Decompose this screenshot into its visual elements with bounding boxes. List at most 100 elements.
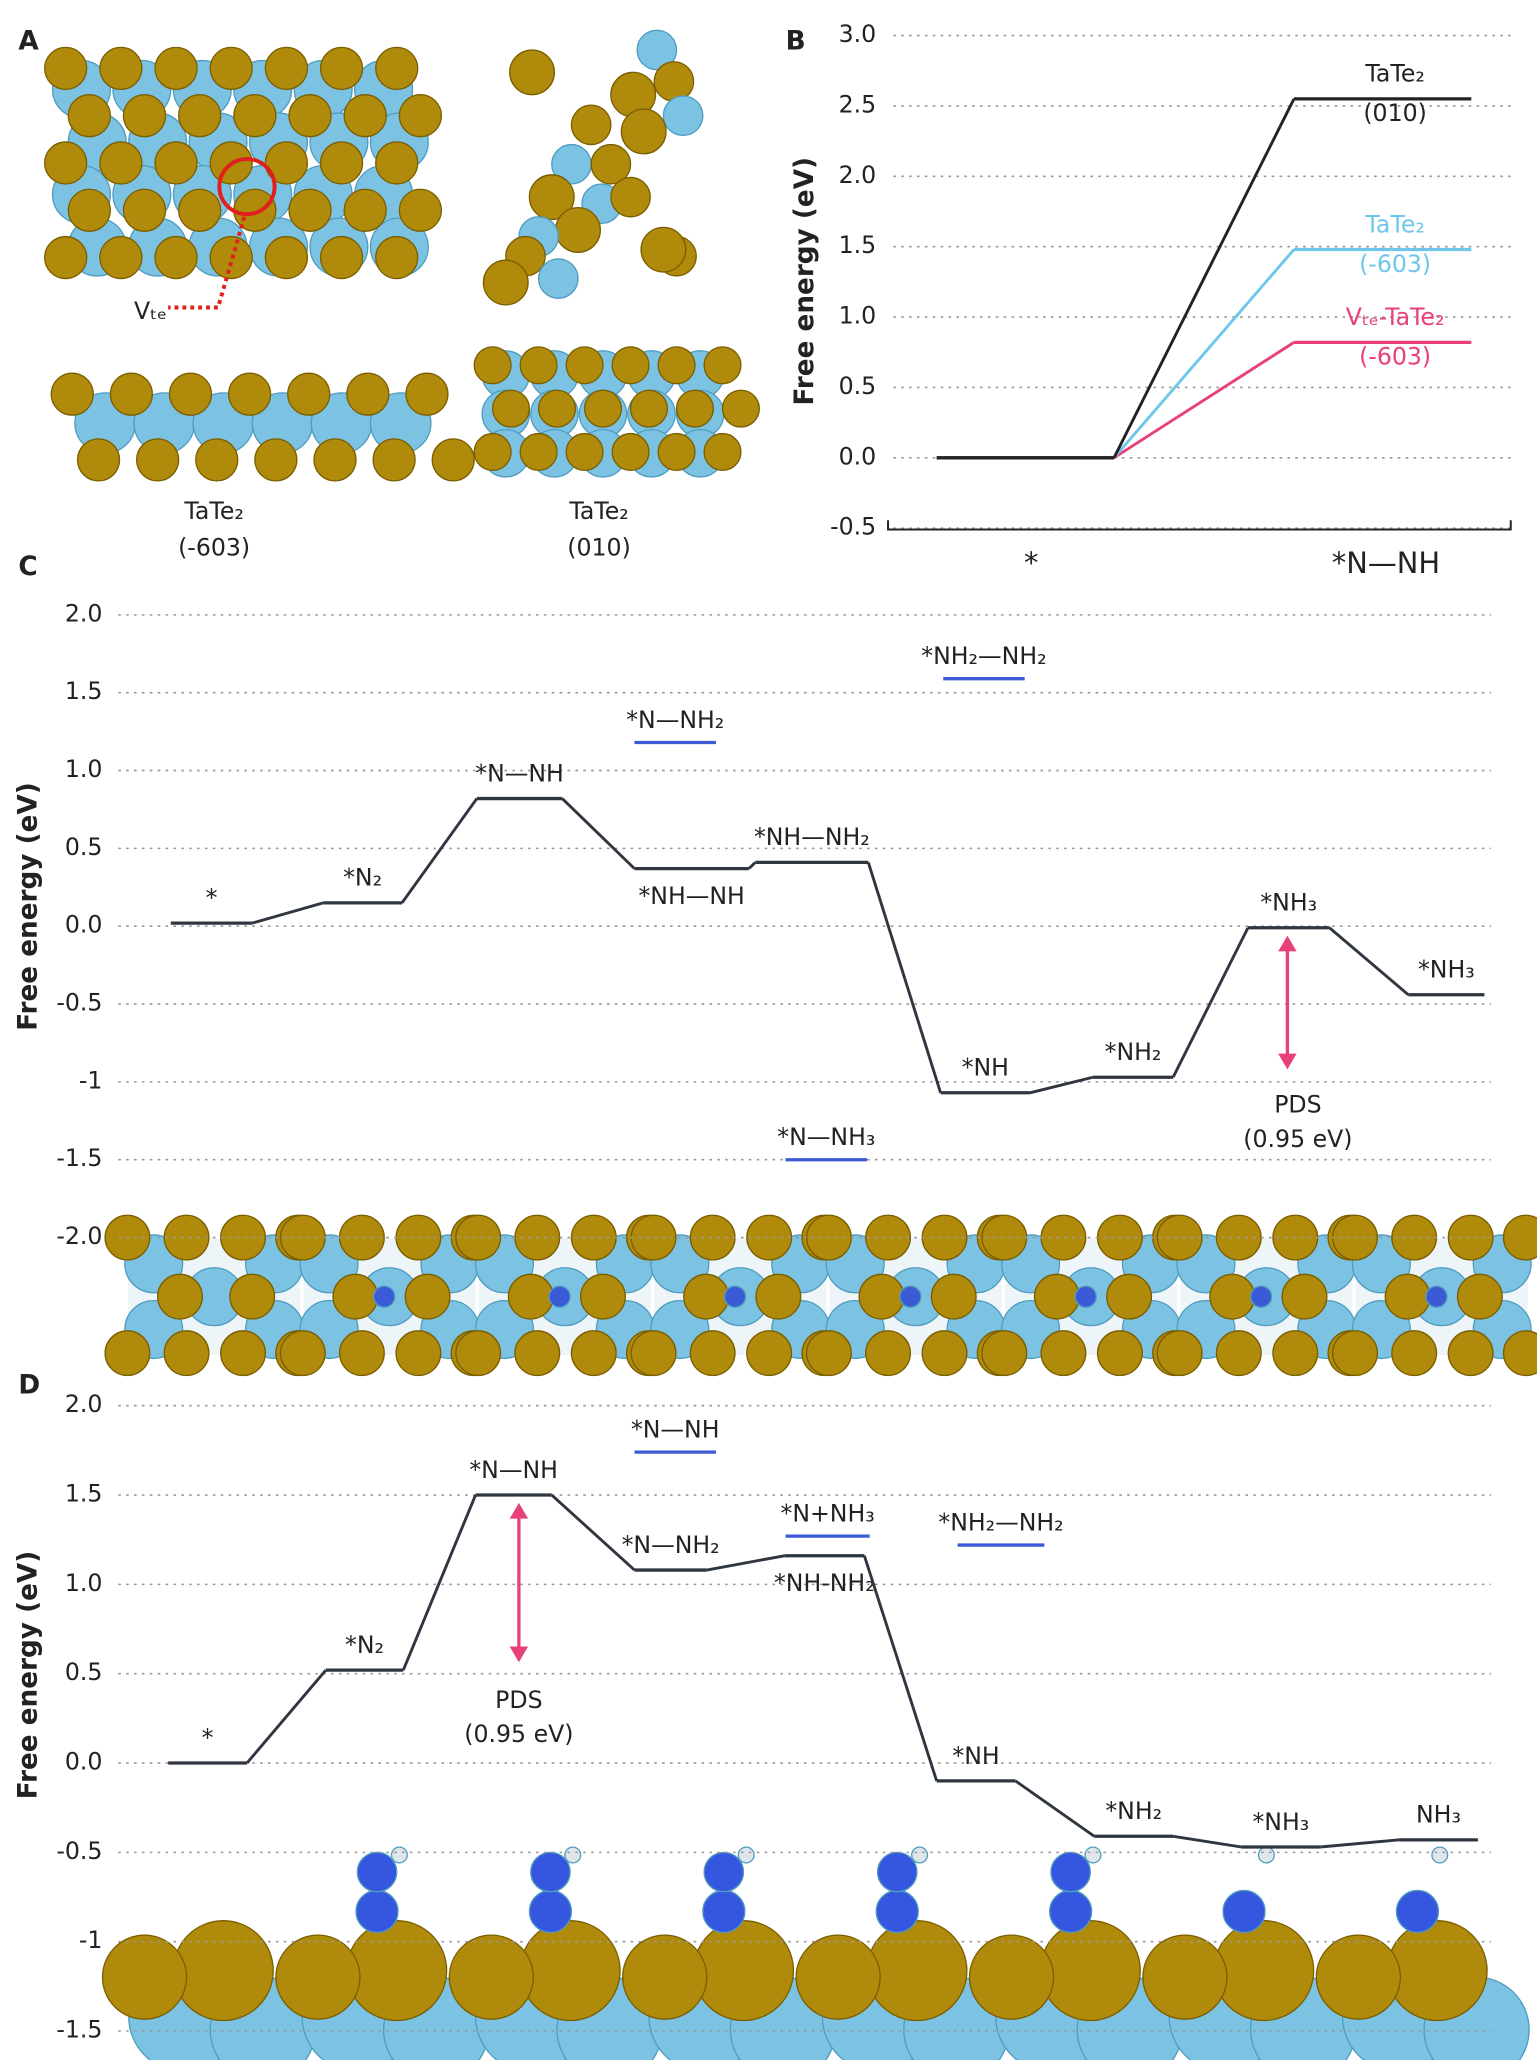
atom xyxy=(288,188,332,232)
atom xyxy=(930,1273,977,1320)
atom xyxy=(135,438,180,482)
atom xyxy=(795,1934,881,2020)
atom xyxy=(1040,1330,1087,1377)
side-label: *NH₂—NH₂ xyxy=(921,642,1046,670)
atom xyxy=(404,1273,451,1320)
y-tick-label: 1.0 xyxy=(839,302,877,330)
atom xyxy=(178,94,222,138)
vacancy-label: Vₜₑ xyxy=(134,297,167,325)
y-tick-label: 0.0 xyxy=(65,1748,103,1776)
atom xyxy=(1332,1330,1379,1377)
atom xyxy=(172,1920,274,2022)
series-label: (-603) xyxy=(1359,250,1431,278)
atom xyxy=(343,188,387,232)
atom xyxy=(1156,1214,1203,1261)
side-label: *N—NH₃ xyxy=(777,1123,875,1151)
atom xyxy=(865,1214,912,1261)
atom xyxy=(156,1273,203,1320)
atom xyxy=(372,438,416,482)
atom xyxy=(579,1273,626,1320)
atom xyxy=(346,372,390,416)
arrow-head xyxy=(1278,1053,1297,1070)
atom xyxy=(737,1846,755,1864)
x-tick-label: * xyxy=(1024,546,1038,580)
structures xyxy=(44,29,1537,2060)
structure-label: (010) xyxy=(567,534,631,562)
series-label: Vₜₑ-TaTe₂ xyxy=(1346,303,1445,331)
atom xyxy=(755,1273,802,1320)
y-axis-title: Free energy (eV) xyxy=(790,157,820,405)
step-label: *N—NH xyxy=(475,759,564,787)
atom xyxy=(1215,1330,1262,1377)
connector xyxy=(550,1493,636,1572)
atom xyxy=(1502,1214,1537,1261)
y-tick-label: -0.5 xyxy=(56,1837,102,1865)
atom xyxy=(163,1214,210,1261)
step-label: NH₃ xyxy=(1416,1801,1461,1829)
atom xyxy=(287,372,331,416)
atom xyxy=(319,235,364,280)
step-label: *NH—NH₂ xyxy=(754,823,870,851)
atom xyxy=(122,94,167,138)
y-tick-label: -0.5 xyxy=(56,989,102,1017)
y-tick-label: 1.5 xyxy=(65,1480,103,1508)
step-label: *N—NH xyxy=(469,1456,558,1484)
atom xyxy=(154,141,198,185)
atom xyxy=(332,1273,379,1320)
y-tick-label: 1.0 xyxy=(65,755,103,783)
arrow-head xyxy=(509,1646,529,1663)
atom xyxy=(1257,1846,1275,1864)
atom xyxy=(154,46,198,91)
y-axis-title: Free energy (eV) xyxy=(13,782,43,1031)
atom xyxy=(565,346,604,385)
atom xyxy=(44,141,88,185)
series-label: TaTe₂ xyxy=(1364,210,1424,238)
atom xyxy=(692,1920,795,2022)
atom xyxy=(921,1214,968,1261)
step-label: *N₂ xyxy=(345,1631,384,1659)
y-tick-label: 1.5 xyxy=(839,231,877,259)
atom xyxy=(233,94,277,138)
atom xyxy=(1456,1273,1503,1320)
atom xyxy=(390,1846,408,1864)
atom xyxy=(109,372,154,416)
atom xyxy=(629,389,669,428)
atom xyxy=(548,1285,571,1308)
atom xyxy=(375,141,419,185)
atom xyxy=(405,372,449,416)
y-tick-label: 0.5 xyxy=(65,1658,103,1686)
y-tick-label: 0.0 xyxy=(65,911,103,939)
atom xyxy=(264,46,309,91)
connector xyxy=(747,861,757,870)
y-tick-label: 1.5 xyxy=(65,677,103,705)
atom xyxy=(279,1330,326,1377)
atom xyxy=(104,1330,151,1377)
atom xyxy=(1096,1330,1143,1377)
y-tick-label: -0.5 xyxy=(830,513,876,541)
atom xyxy=(611,432,650,472)
atom xyxy=(99,235,143,280)
y-tick-label: 2.5 xyxy=(839,90,877,118)
y-tick-label: -1.5 xyxy=(56,1144,102,1172)
panel-label: D xyxy=(18,1371,40,1401)
y-tick-label: 0.0 xyxy=(839,442,877,470)
atom xyxy=(921,1330,968,1377)
connector xyxy=(1320,1838,1400,1849)
atom xyxy=(1050,1851,1092,1893)
atom xyxy=(1425,1285,1448,1308)
atom xyxy=(1033,1273,1080,1320)
atom xyxy=(1074,1285,1097,1308)
atom xyxy=(530,1851,571,1893)
atom xyxy=(537,258,579,299)
atom xyxy=(375,46,419,91)
panel-label: B xyxy=(786,27,806,57)
atom xyxy=(154,235,198,280)
atom xyxy=(610,176,651,218)
annotation: (0.95 eV) xyxy=(1243,1125,1352,1153)
atom xyxy=(507,1273,554,1320)
atom xyxy=(482,259,529,306)
annotation: PDS xyxy=(495,1686,542,1714)
atom xyxy=(178,188,222,232)
atom xyxy=(1447,1330,1494,1377)
